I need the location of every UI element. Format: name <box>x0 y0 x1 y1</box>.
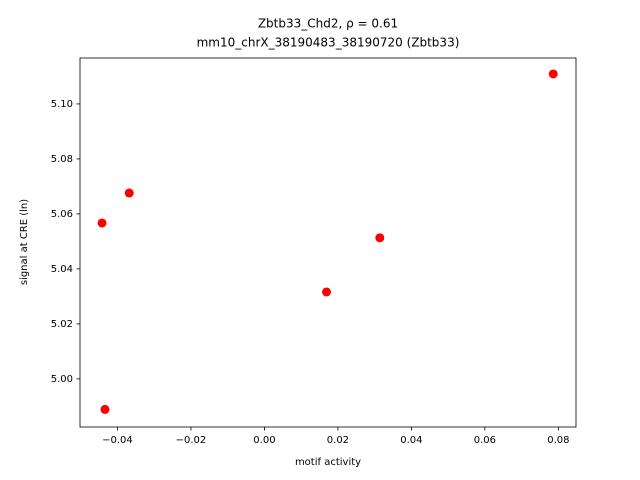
y-tick-label: 5.08 <box>51 154 73 165</box>
x-tick-label: 0.00 <box>253 435 275 446</box>
y-tick-label: 5.06 <box>51 209 73 220</box>
x-tick-label: 0.04 <box>400 435 422 446</box>
x-tick-label: 0.02 <box>327 435 349 446</box>
x-tick-label: 0.06 <box>474 435 496 446</box>
chart-subtitle: mm10_chrX_38190483_38190720 (Zbtb33) <box>197 36 460 50</box>
y-tick-label: 5.00 <box>51 374 73 385</box>
point <box>375 233 385 243</box>
x-axis-label: motif activity <box>295 457 361 468</box>
point <box>548 69 558 79</box>
point <box>100 404 110 414</box>
x-tick-label: −0.04 <box>102 435 133 446</box>
point <box>322 287 332 297</box>
y-tick-label: 5.02 <box>51 319 73 330</box>
x-tick-label: 0.08 <box>547 435 569 446</box>
y-axis-label: signal at CRE (ln) <box>19 199 30 285</box>
chart-title: Zbtb33_Chd2, ρ = 0.61 <box>258 17 398 31</box>
y-tick-label: 5.10 <box>51 99 73 110</box>
x-tick-label: −0.02 <box>176 435 207 446</box>
plot-frame <box>79 57 577 428</box>
y-tick-label: 5.04 <box>51 264 73 275</box>
point <box>97 218 107 228</box>
point <box>124 188 134 198</box>
